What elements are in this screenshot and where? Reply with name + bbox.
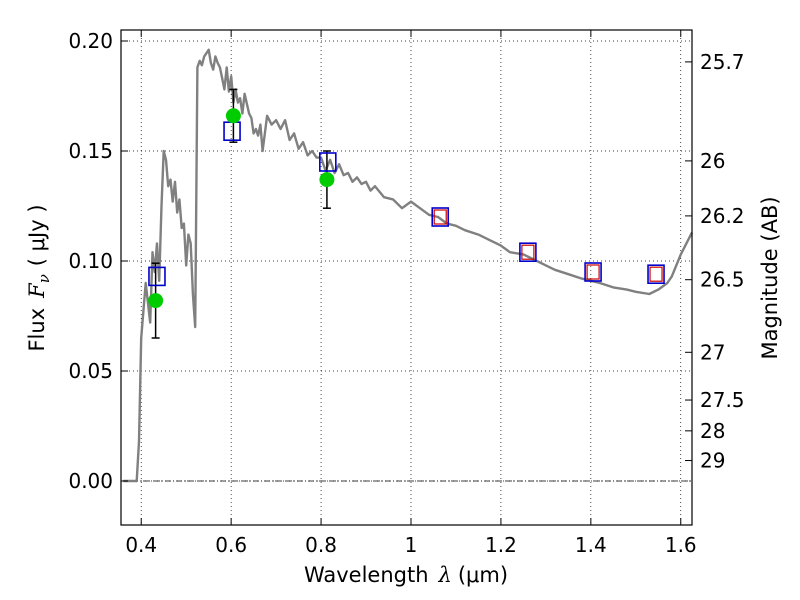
x-tick-label: 1.2: [485, 533, 517, 557]
model-photometry-square-blue: [647, 264, 665, 285]
model-photometry-square-red: [649, 266, 663, 282]
y-tick-label: 0.05: [68, 359, 113, 383]
y-axis-label-units: ( μJy ): [25, 204, 49, 266]
markers: [148, 108, 665, 309]
observed-point: [319, 172, 335, 188]
model-sed-line: [123, 48, 694, 483]
x-axis-label-units: (μm): [458, 563, 508, 587]
observed-point: [225, 108, 241, 124]
right-axis-label: Magnitude (AB): [758, 196, 782, 359]
right-tick-label: 25.7: [700, 50, 745, 74]
model-photometry-square-blue: [584, 262, 602, 282]
x-axis-label-symbol: λ: [438, 563, 452, 587]
x-tick-label: 1.4: [575, 533, 607, 557]
plot-frame: [120, 29, 693, 526]
right-tick-label: 26.2: [700, 204, 745, 228]
y-axis-label-symbol: F: [25, 282, 49, 299]
y-tick-label: 0.20: [68, 29, 113, 53]
model-photometry-square-blue: [148, 266, 166, 287]
x-tick-label: 1.6: [665, 533, 697, 557]
model-photometry-square-blue: [519, 242, 537, 262]
model-photometry-square-blue: [431, 207, 450, 227]
y-axis-label-subscript: ν: [35, 274, 53, 283]
x-tick-label: 1: [405, 533, 418, 557]
model-photometry-square-blue: [319, 152, 337, 172]
right-tick-label: 27.5: [700, 388, 745, 412]
model-photometry-square-red: [521, 244, 535, 260]
observed-point: [148, 293, 164, 309]
y-axis-label-prefix: Flux: [25, 308, 49, 352]
y-tick-label: 0.10: [68, 249, 113, 273]
x-axis-label: Wavelength λ (μm): [304, 563, 508, 587]
model-sed-curve-group: [123, 48, 694, 483]
y-tick-label: 0.15: [68, 139, 113, 163]
right-tick-label: 26.5: [700, 268, 745, 292]
model-photometry-square-red: [433, 209, 447, 225]
grid: [121, 30, 692, 525]
right-tick-label: 29: [700, 449, 725, 473]
ticks: 0.4 0.6 0.8 1 1.2 1.4 1.6 0.00 0.05 0.10 0.15 0.20 2…: [68, 29, 744, 557]
right-tick-label: 28: [700, 419, 725, 443]
y-tick-label: 0.00: [68, 469, 113, 493]
x-tick-label: 0.4: [125, 533, 157, 557]
x-axis-label-prefix: Wavelength: [304, 563, 429, 587]
x-tick-label: 0.8: [305, 533, 337, 557]
right-tick-label: 26: [700, 149, 725, 173]
right-tick-label: 27: [700, 340, 725, 364]
x-tick-label: 0.6: [215, 533, 247, 557]
model-photometry-square-red: [586, 264, 600, 280]
y-axis-label: Flux Fν ( μJy ): [25, 204, 53, 351]
